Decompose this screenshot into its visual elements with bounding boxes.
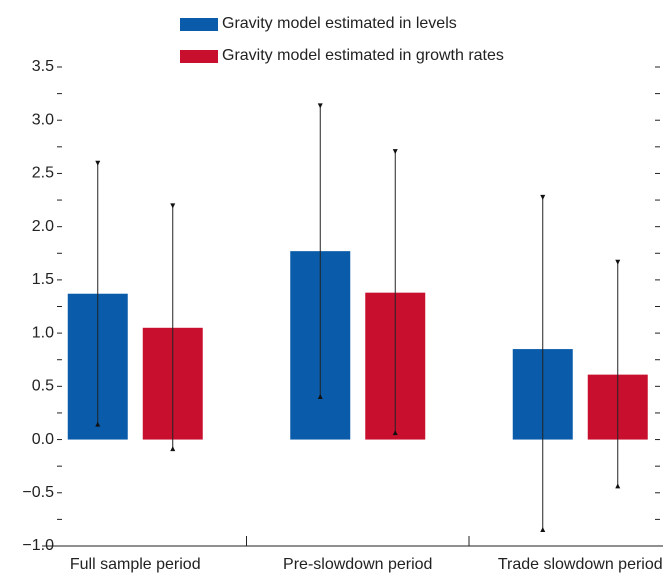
error-cap-lower	[392, 430, 398, 436]
error-cap-lower	[540, 527, 546, 533]
legend-label: Gravity model estimated in levels	[222, 15, 457, 32]
error-cap-upper	[615, 259, 621, 265]
y-tick-label: 1.5	[32, 271, 54, 288]
error-cap-upper	[95, 160, 101, 166]
y-tick-label: 3.5	[32, 58, 54, 75]
error-cap-lower	[317, 393, 323, 399]
y-tick-label: −1.0	[22, 537, 54, 554]
legend-label: Gravity model estimated in growth rates	[222, 47, 504, 64]
y-tick-label: 1.0	[32, 324, 54, 341]
y-tick-label: 2.5	[32, 165, 54, 182]
y-tick-label: 2.0	[32, 218, 54, 235]
y-tick-label: 3.0	[32, 111, 54, 128]
error-cap-lower	[95, 421, 101, 427]
y-tick-label: 0.0	[32, 431, 54, 448]
error-cap-upper	[392, 149, 398, 155]
error-cap-upper	[540, 194, 546, 200]
error-cap-lower	[615, 483, 621, 489]
x-tick-label: Trade slowdown period	[498, 556, 663, 573]
legend-swatch	[180, 18, 218, 31]
x-tick-label: Full sample period	[70, 556, 201, 573]
legend-swatch	[180, 50, 218, 63]
y-tick-label: 0.5	[32, 378, 54, 395]
x-tick-label: Pre-slowdown period	[283, 556, 432, 573]
error-cap-upper	[317, 103, 323, 109]
error-cap-lower	[170, 446, 176, 452]
y-tick-label: −0.5	[22, 484, 54, 501]
error-cap-upper	[170, 203, 176, 209]
